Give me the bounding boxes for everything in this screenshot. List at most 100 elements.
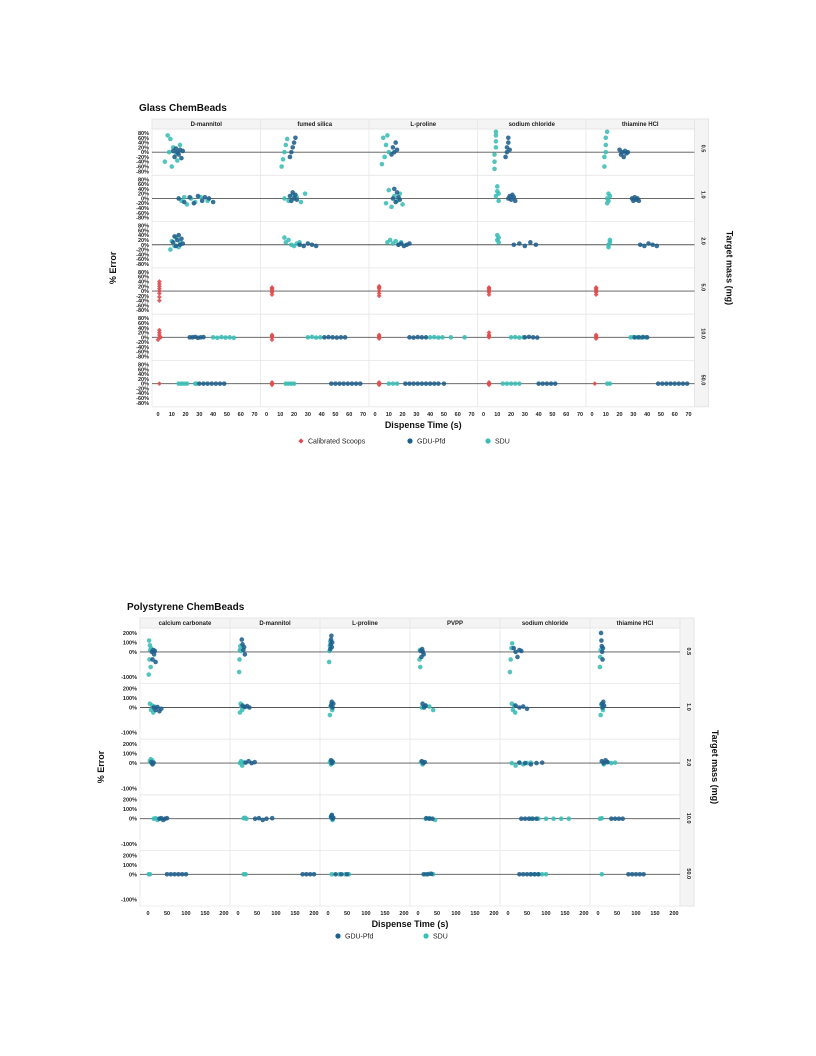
x-tick-label: 0 bbox=[373, 412, 376, 418]
data-point-sdu bbox=[427, 335, 433, 340]
y-tick-label: 0% bbox=[141, 243, 149, 249]
data-point-gdu-pfd bbox=[290, 145, 295, 150]
data-point-gdu-pfd bbox=[644, 335, 650, 340]
x-tick-label: 40 bbox=[427, 412, 433, 418]
data-point-sdu bbox=[512, 710, 518, 715]
data-point-gdu-pfd bbox=[152, 648, 158, 654]
x-tick-label: 0 bbox=[482, 412, 485, 418]
data-point-gdu-pfd bbox=[423, 381, 429, 386]
data-point-gdu-pfd bbox=[513, 649, 518, 655]
data-point-gdu-pfd bbox=[534, 816, 539, 822]
x-tick-label: 20 bbox=[617, 412, 623, 418]
data-point-gdu-pfd bbox=[626, 872, 631, 877]
data-point-sdu bbox=[389, 204, 394, 210]
data-point-calibrated-scoops bbox=[156, 298, 162, 304]
data-point-gdu-pfd bbox=[430, 816, 435, 822]
data-point-gdu-pfd bbox=[191, 200, 197, 206]
data-point-gdu-pfd bbox=[526, 334, 532, 340]
data-point-sdu bbox=[239, 707, 245, 713]
data-point-gdu-pfd bbox=[328, 381, 334, 386]
x-tick-label: 50 bbox=[614, 911, 620, 917]
chart-0: Glass ChemBeads D-mannitol fumed silica L-p… bbox=[108, 103, 735, 446]
data-point-gdu-pfd bbox=[155, 704, 160, 710]
data-point-gdu-pfd bbox=[633, 872, 639, 877]
data-point-sdu bbox=[146, 638, 152, 643]
data-point-sdu bbox=[223, 335, 228, 340]
y-tick-label: 20% bbox=[138, 284, 149, 290]
data-point-gdu-pfd bbox=[621, 154, 627, 160]
data-point-sdu bbox=[493, 129, 499, 135]
y-tick-label: 100% bbox=[123, 752, 137, 758]
data-point-gdu-pfd bbox=[600, 657, 605, 662]
x-tick-label: 60 bbox=[346, 412, 352, 418]
x-tick-label: 60 bbox=[563, 412, 569, 418]
data-point-gdu-pfd bbox=[532, 872, 537, 877]
data-point-gdu-pfd bbox=[625, 149, 631, 155]
data-point-sdu bbox=[504, 381, 510, 386]
data-point-gdu-pfd bbox=[441, 381, 447, 386]
data-point-gdu-pfd bbox=[242, 652, 248, 657]
y-tick-label: 0% bbox=[141, 289, 149, 295]
data-point-gdu-pfd bbox=[411, 381, 416, 386]
data-point-sdu bbox=[517, 335, 522, 340]
data-point-gdu-pfd bbox=[620, 816, 625, 822]
data-point-gdu-pfd bbox=[164, 815, 170, 821]
legend-label: GDU-Pfd bbox=[417, 439, 446, 446]
data-point-gdu-pfd bbox=[517, 872, 522, 877]
data-point-gdu-pfd bbox=[322, 335, 327, 340]
column-header: sodium chloride bbox=[522, 621, 569, 627]
data-point-calibrated-scoops bbox=[156, 279, 162, 284]
data-point-gdu-pfd bbox=[334, 335, 340, 340]
data-point-gdu-pfd bbox=[168, 872, 174, 877]
data-point-sdu bbox=[390, 381, 396, 386]
y-tick-label: -80% bbox=[136, 308, 149, 314]
y-tick-label: 100% bbox=[123, 807, 137, 813]
data-point-gdu-pfd bbox=[528, 762, 534, 767]
data-point-sdu bbox=[492, 166, 497, 172]
y-tick-label: 0% bbox=[129, 761, 137, 767]
row-label: 0.5 bbox=[685, 648, 691, 656]
data-point-gdu-pfd bbox=[524, 872, 530, 877]
x-tick-label: 60 bbox=[455, 412, 461, 418]
data-point-sdu bbox=[602, 164, 607, 169]
data-point-gdu-pfd bbox=[210, 199, 216, 205]
data-point-gdu-pfd bbox=[294, 197, 300, 202]
data-point-sdu bbox=[492, 152, 497, 157]
data-point-gdu-pfd bbox=[179, 236, 184, 242]
data-point-calibrated-scoops bbox=[486, 285, 492, 290]
data-point-sdu bbox=[440, 335, 445, 340]
x-tick-label: 200 bbox=[579, 911, 588, 917]
data-point-gdu-pfd bbox=[247, 705, 252, 710]
y-tick-label: 80% bbox=[138, 316, 149, 322]
data-point-sdu bbox=[286, 237, 291, 243]
data-point-calibrated-scoops bbox=[156, 327, 162, 333]
data-point-gdu-pfd bbox=[353, 381, 359, 386]
x-tick-label: 70 bbox=[577, 412, 583, 418]
y-tick-label: -20% bbox=[136, 155, 149, 161]
data-point-gdu-pfd bbox=[301, 243, 307, 249]
row-label: 50.0 bbox=[700, 375, 706, 386]
data-point-sdu bbox=[383, 142, 389, 148]
data-point-sdu bbox=[177, 142, 183, 148]
y-tick-label: -20% bbox=[136, 248, 149, 254]
data-point-sdu bbox=[609, 760, 614, 766]
y-tick-label: -100% bbox=[121, 842, 137, 848]
data-point-gdu-pfd bbox=[422, 759, 428, 765]
data-point-gdu-pfd bbox=[522, 760, 528, 766]
data-point-sdu bbox=[168, 247, 173, 252]
data-point-gdu-pfd bbox=[199, 198, 205, 204]
x-tick-label: 100 bbox=[631, 911, 640, 917]
x-tick-label: 50 bbox=[441, 412, 447, 418]
y-tick-label: 0% bbox=[141, 335, 149, 341]
data-point-gdu-pfd bbox=[201, 334, 206, 340]
data-point-gdu-pfd bbox=[338, 335, 344, 340]
data-point-gdu-pfd bbox=[209, 381, 215, 386]
data-point-calibrated-scoops bbox=[376, 381, 382, 387]
data-point-sdu bbox=[509, 641, 515, 646]
data-point-gdu-pfd bbox=[187, 194, 193, 200]
data-point-sdu bbox=[210, 335, 216, 340]
x-tick-label: 200 bbox=[669, 911, 678, 917]
data-point-gdu-pfd bbox=[519, 816, 524, 822]
data-point-sdu bbox=[169, 164, 175, 169]
data-point-gdu-pfd bbox=[293, 135, 298, 141]
